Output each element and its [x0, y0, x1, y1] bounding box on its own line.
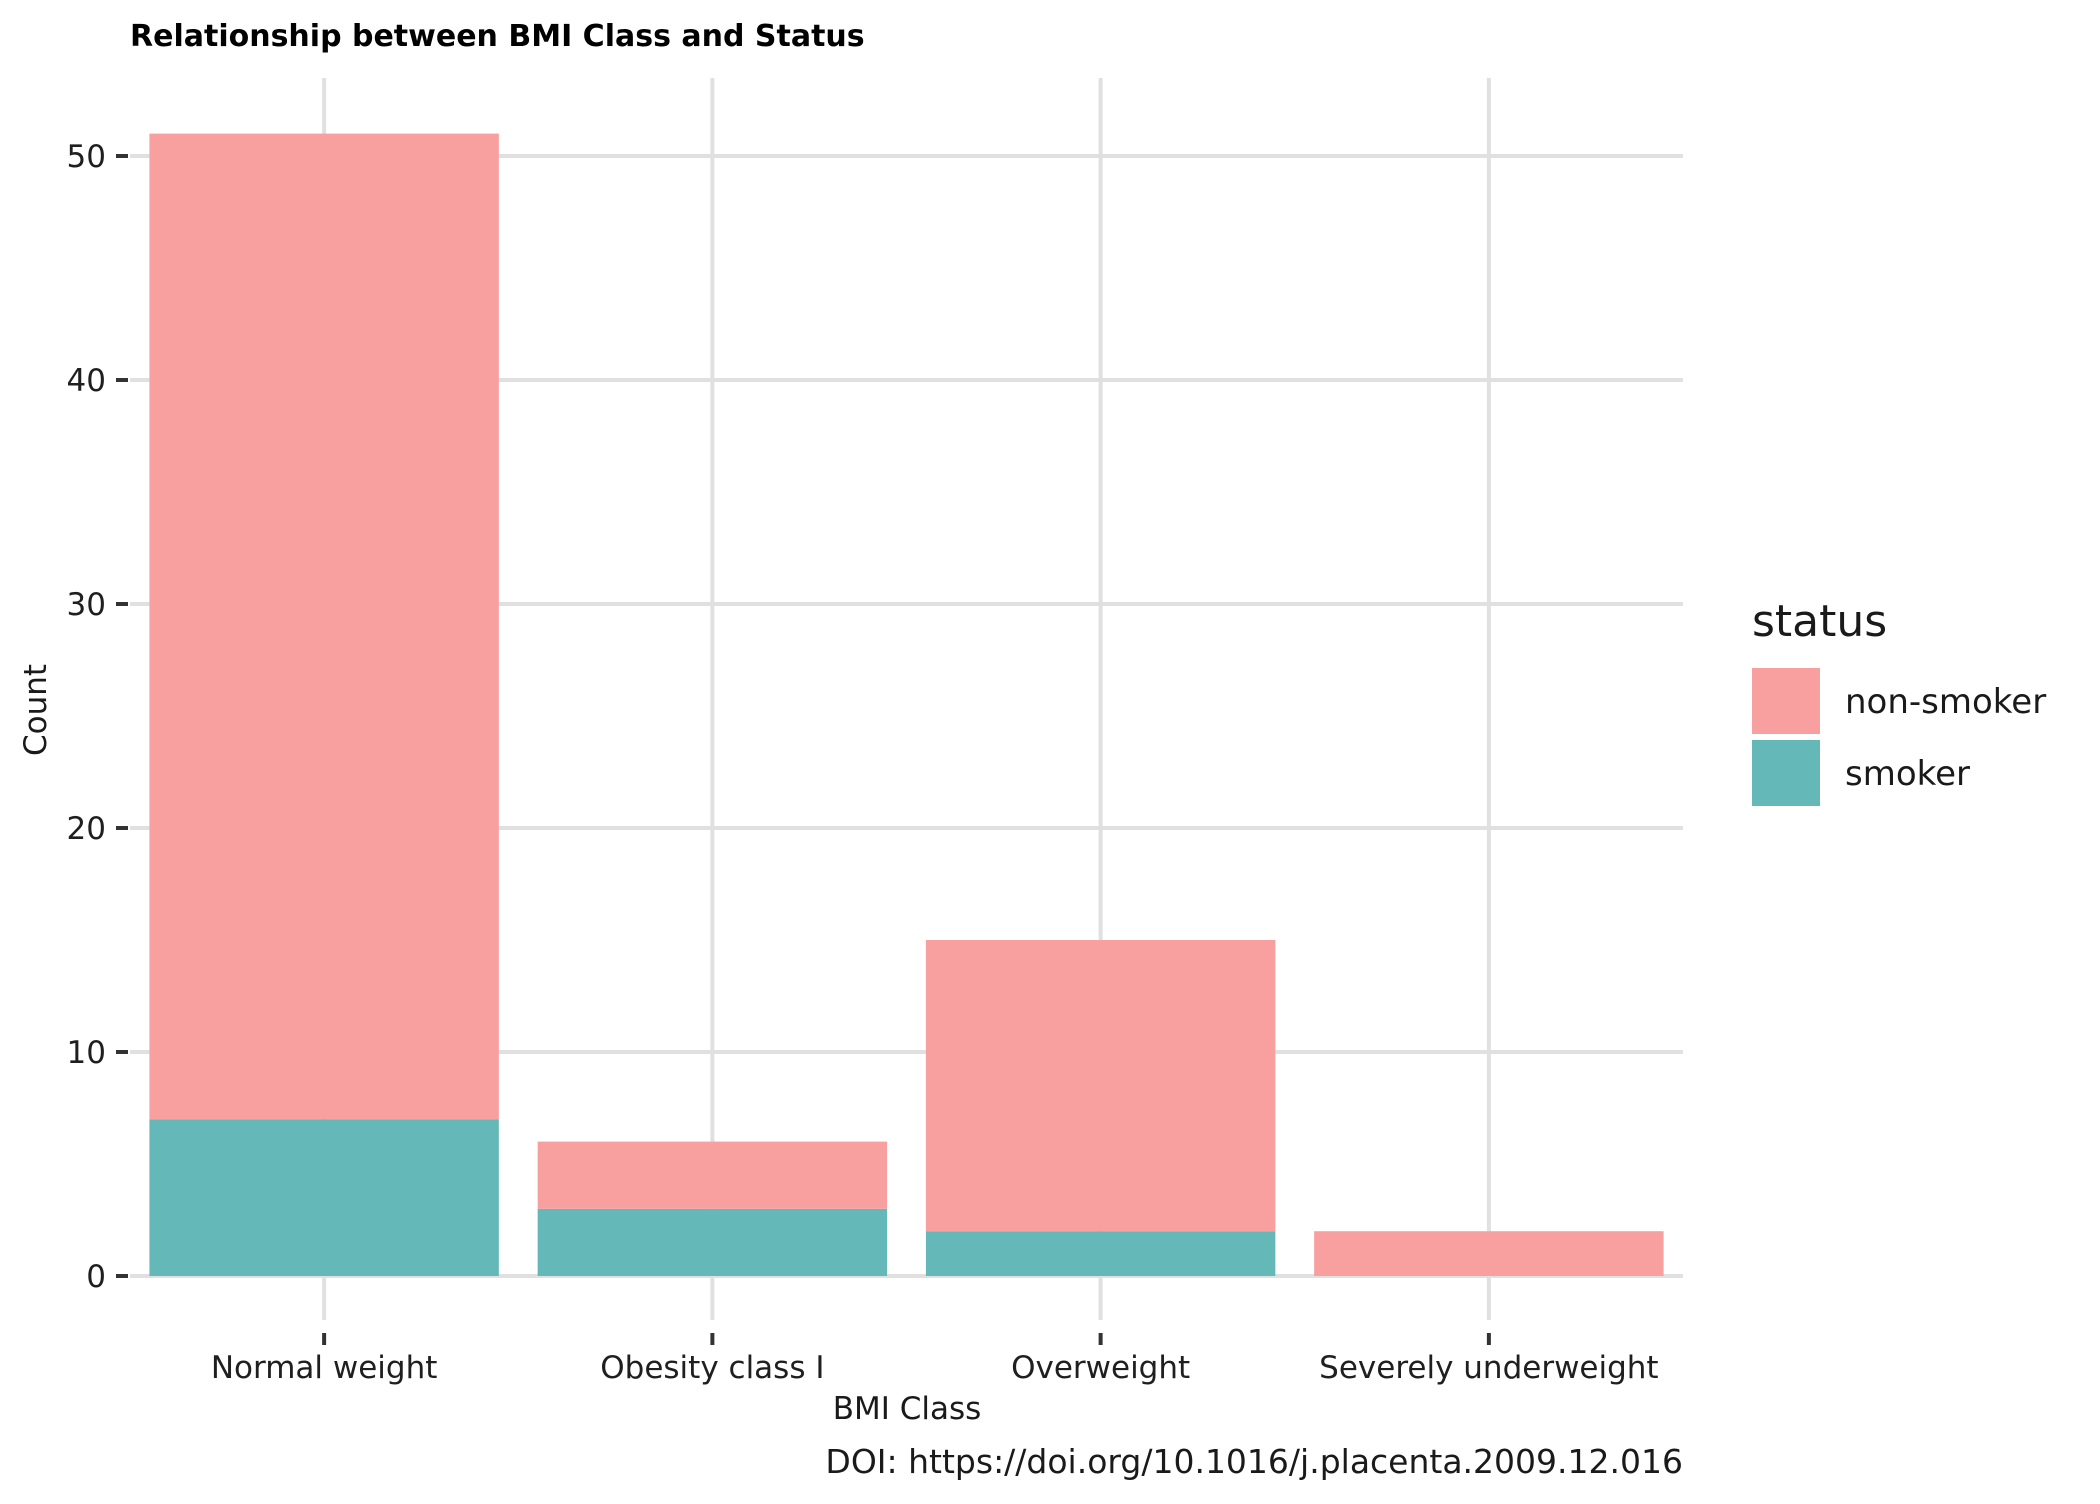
y-tick-label: 30 — [67, 587, 106, 623]
x-tick-label: Normal weight — [211, 1350, 438, 1386]
y-tick-label: 40 — [67, 363, 106, 399]
legend-label-smoker: smoker — [1845, 754, 1970, 794]
x-tick-label: Obesity class I — [600, 1350, 824, 1386]
bar-non-smoker — [1314, 1231, 1664, 1276]
y-axis: 0 10 20 30 40 50 — [67, 139, 128, 1295]
x-axis: Normal weight Obesity class I Overweight Se… — [211, 1333, 1659, 1386]
y-tick-label: 20 — [67, 811, 106, 847]
legend-label-non-smoker: non-smoker — [1845, 682, 2046, 722]
bar-non-smoker — [149, 133, 499, 1120]
chart-title: Relationship between BMI Class and Statu… — [130, 19, 865, 54]
y-tick-label: 10 — [67, 1035, 106, 1071]
bar-non-smoker — [537, 1141, 888, 1209]
bars — [149, 133, 1664, 1276]
bar-non-smoker — [925, 940, 1276, 1232]
y-axis-title: Count — [18, 664, 54, 756]
x-tick-label: Overweight — [1011, 1350, 1190, 1386]
bar-smoker — [149, 1119, 499, 1276]
legend: status non-smoker smoker — [1752, 596, 2046, 806]
y-tick-label: 0 — [86, 1259, 106, 1295]
x-tick-label: Severely underweight — [1319, 1350, 1658, 1386]
legend-key-smoker — [1752, 740, 1820, 806]
legend-title: status — [1752, 596, 1887, 647]
bar-smoker — [925, 1231, 1276, 1276]
bar-smoker — [537, 1208, 888, 1276]
y-tick-label: 50 — [67, 139, 106, 175]
x-axis-title: BMI Class — [833, 1391, 982, 1427]
caption: DOI: https://doi.org/10.1016/j.placenta.… — [825, 1442, 1683, 1481]
legend-key-non-smoker — [1752, 668, 1820, 734]
